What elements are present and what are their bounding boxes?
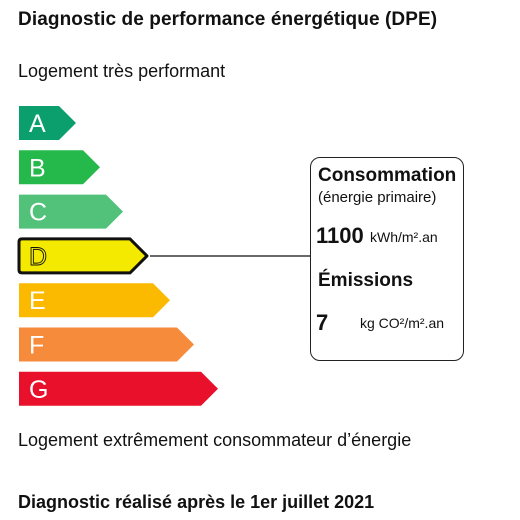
energy-class-a: A xyxy=(19,106,76,140)
bottom-performance-label: Logement extrêmement consommateur d’éner… xyxy=(18,430,412,450)
energy-class-letter: F xyxy=(29,332,44,360)
energy-class-arrow xyxy=(17,237,149,275)
consumption-sublabel: (énergie primaire) xyxy=(318,189,437,206)
top-performance-label: Logement très performant xyxy=(18,61,226,81)
energy-class-c: C xyxy=(19,194,123,229)
energy-class-f: F xyxy=(19,327,194,362)
energy-class-g: G xyxy=(19,371,218,406)
energy-class-b: B xyxy=(19,150,100,185)
energy-class-arrow xyxy=(19,194,123,229)
consumption-unit: kWh/m².an xyxy=(370,229,438,245)
energy-class-arrow xyxy=(19,106,76,140)
energy-class-arrow xyxy=(19,327,194,362)
energy-class-letter: A xyxy=(29,110,46,138)
energy-class-letter: G xyxy=(29,376,48,404)
energy-class-e: E xyxy=(19,283,170,318)
emissions-value: 7 xyxy=(316,310,329,335)
energy-class-letter: D xyxy=(29,243,47,271)
energy-class-arrow xyxy=(19,371,218,406)
energy-class-d: D xyxy=(17,237,149,275)
page-title: Diagnostic de performance énergétique (D… xyxy=(18,9,438,30)
energy-class-letter: E xyxy=(29,287,46,315)
consumption-label: Consommation xyxy=(318,165,457,186)
energy-class-letter: B xyxy=(29,154,46,182)
emissions-label: Émissions xyxy=(318,270,414,291)
diagnostic-date-note: Diagnostic réalisé après le 1er juillet … xyxy=(18,492,375,512)
energy-class-arrow xyxy=(19,150,100,185)
energy-class-letter: C xyxy=(29,199,47,227)
energy-class-arrow xyxy=(19,283,170,318)
emissions-unit: kg CO²/m².an xyxy=(360,315,445,331)
consumption-panel: Consommation (énergie primaire) 1100 kWh… xyxy=(310,157,464,361)
consumption-value: 1100 xyxy=(316,223,364,248)
